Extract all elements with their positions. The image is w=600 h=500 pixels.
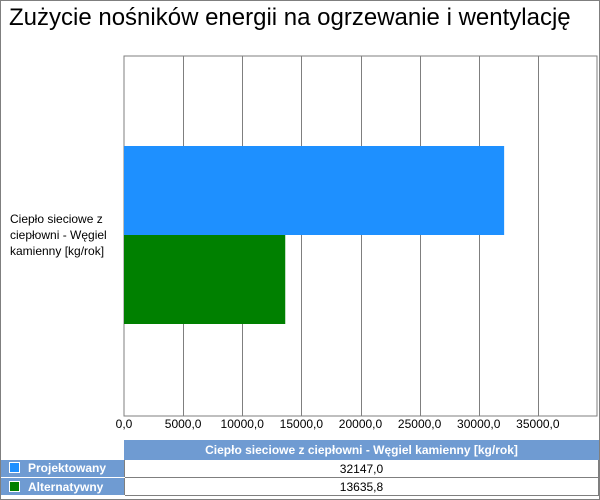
x-tick-label: 25000,0 [398,417,442,431]
x-tick-label: 20000,0 [339,417,383,431]
table-row: Projektowany 32147,0 [1,459,599,478]
x-tick-label: 35000,0 [516,417,560,431]
legend-swatch-alternatywny [9,480,20,492]
table-row-header: Alternatywny [1,477,125,496]
legend-swatch-projektowany [9,462,20,474]
x-tick-label: 30000,0 [457,417,501,431]
category-label: Ciepło sieciowe z ciepłowni - Węgiel kam… [10,212,107,258]
bar-alternatywny [124,235,286,324]
table-row-header: Projektowany [1,459,125,478]
table-row-label: Projektowany [28,461,107,476]
bars [124,146,505,324]
table-row-label: Alternatywny [28,479,104,494]
x-tick-label: 0,0 [116,417,133,431]
table-column-header: Ciepło sieciowe z ciepłowni - Węgiel kam… [124,440,599,460]
x-tick-label: 5000,0 [165,417,202,431]
table-row: Alternatywny 13635,8 [1,477,599,496]
table-cell-value: 13635,8 [124,477,599,496]
data-table: Ciepło sieciowe z ciepłowni - Węgiel kam… [1,440,599,496]
x-tick-label: 10000,0 [221,417,265,431]
x-axis-ticks: 0,0 5000,0 10000,0 15000,0 20000,0 25000,0 300… [116,417,560,431]
chart-title: Zużycie nośników energii na ogrzewanie i… [9,4,571,31]
table-cell-value: 32147,0 [124,459,599,478]
x-tick-label: 15000,0 [280,417,324,431]
bar-projektowany [124,146,505,235]
bar-chart: 0,0 5000,0 10000,0 15000,0 20000,0 25000,0 300… [116,55,598,431]
table-corner [1,440,125,460]
